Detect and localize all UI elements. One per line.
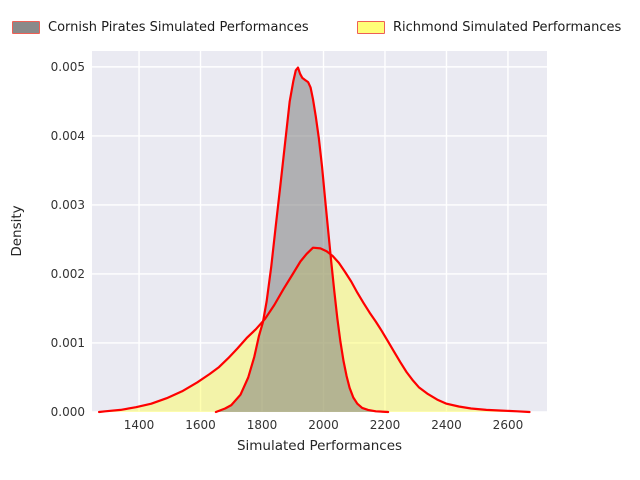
y-tick-label: 0.005 [50, 59, 85, 74]
legend-entry-cornish-pirates: Cornish Pirates Simulated Performances [12, 18, 309, 36]
x-tick-label: 2200 [369, 418, 401, 432]
richmond-density-line [98, 246, 531, 414]
legend-label: Cornish Pirates Simulated Performances [48, 19, 309, 35]
y-tick-label: 0.003 [50, 197, 85, 212]
richmond-swatch [357, 20, 385, 34]
legend-entry-richmond: Richmond Simulated Performances [357, 18, 621, 36]
cornish-pirates-density-line [214, 66, 390, 414]
x-axis-label: Simulated Performances [236, 438, 403, 454]
x-tick-label: 1400 [123, 418, 155, 432]
plot-area [92, 51, 547, 414]
x-tick-label: 2600 [492, 418, 524, 432]
x-tick-label: 2000 [308, 418, 339, 432]
x-tick-label: 2400 [431, 418, 462, 432]
x-tick-label: 1600 [185, 418, 216, 432]
x-tick-label: 1800 [246, 418, 278, 432]
legend-label: Richmond Simulated Performances [393, 19, 622, 35]
y-tick-label: 0.004 [50, 128, 85, 143]
y-tick-label: 0.002 [50, 266, 85, 281]
kde-canvas [92, 51, 547, 414]
cornish-pirates-swatch [12, 20, 40, 34]
y-axis-label: Density [9, 205, 25, 257]
cornish-pirates-density-fill [215, 67, 389, 412]
y-tick-label: 0.001 [50, 335, 85, 350]
y-tick-label: 0.000 [50, 405, 85, 419]
